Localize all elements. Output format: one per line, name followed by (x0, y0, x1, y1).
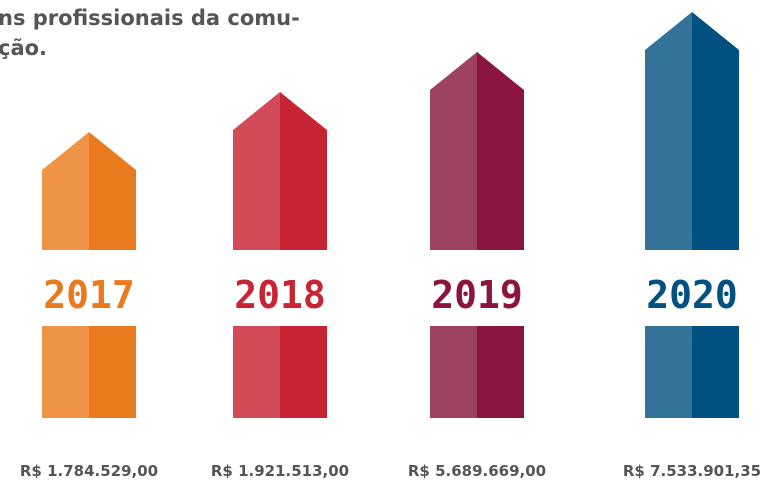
amount-label: R$ 7.533.901,35 (623, 462, 761, 480)
year-label: 2020 (646, 273, 738, 317)
intro-line: ns profissionais da comu- (0, 6, 300, 30)
arrow-right (280, 92, 327, 250)
block-left (42, 326, 89, 418)
intro-line: ção. (0, 36, 47, 60)
block-right (280, 326, 327, 418)
block-right (692, 326, 739, 418)
arrow-left (233, 92, 280, 250)
amount-label: R$ 1.784.529,00 (20, 462, 158, 480)
year-label: 2017 (43, 273, 135, 317)
block-left (233, 326, 280, 418)
arrow-left (645, 12, 692, 250)
year-label: 2018 (234, 273, 326, 317)
arrow-left (430, 52, 477, 250)
year-label: 2019 (431, 273, 523, 317)
block-left (430, 326, 477, 418)
amount-label: R$ 1.921.513,00 (211, 462, 349, 480)
block-left (645, 326, 692, 418)
arrow-right (692, 12, 739, 250)
arrow-right (477, 52, 524, 250)
block-right (89, 326, 136, 418)
arrow-right (89, 132, 136, 250)
block-right (477, 326, 524, 418)
amount-label: R$ 5.689.669,00 (408, 462, 546, 480)
arrow-left (42, 132, 89, 250)
